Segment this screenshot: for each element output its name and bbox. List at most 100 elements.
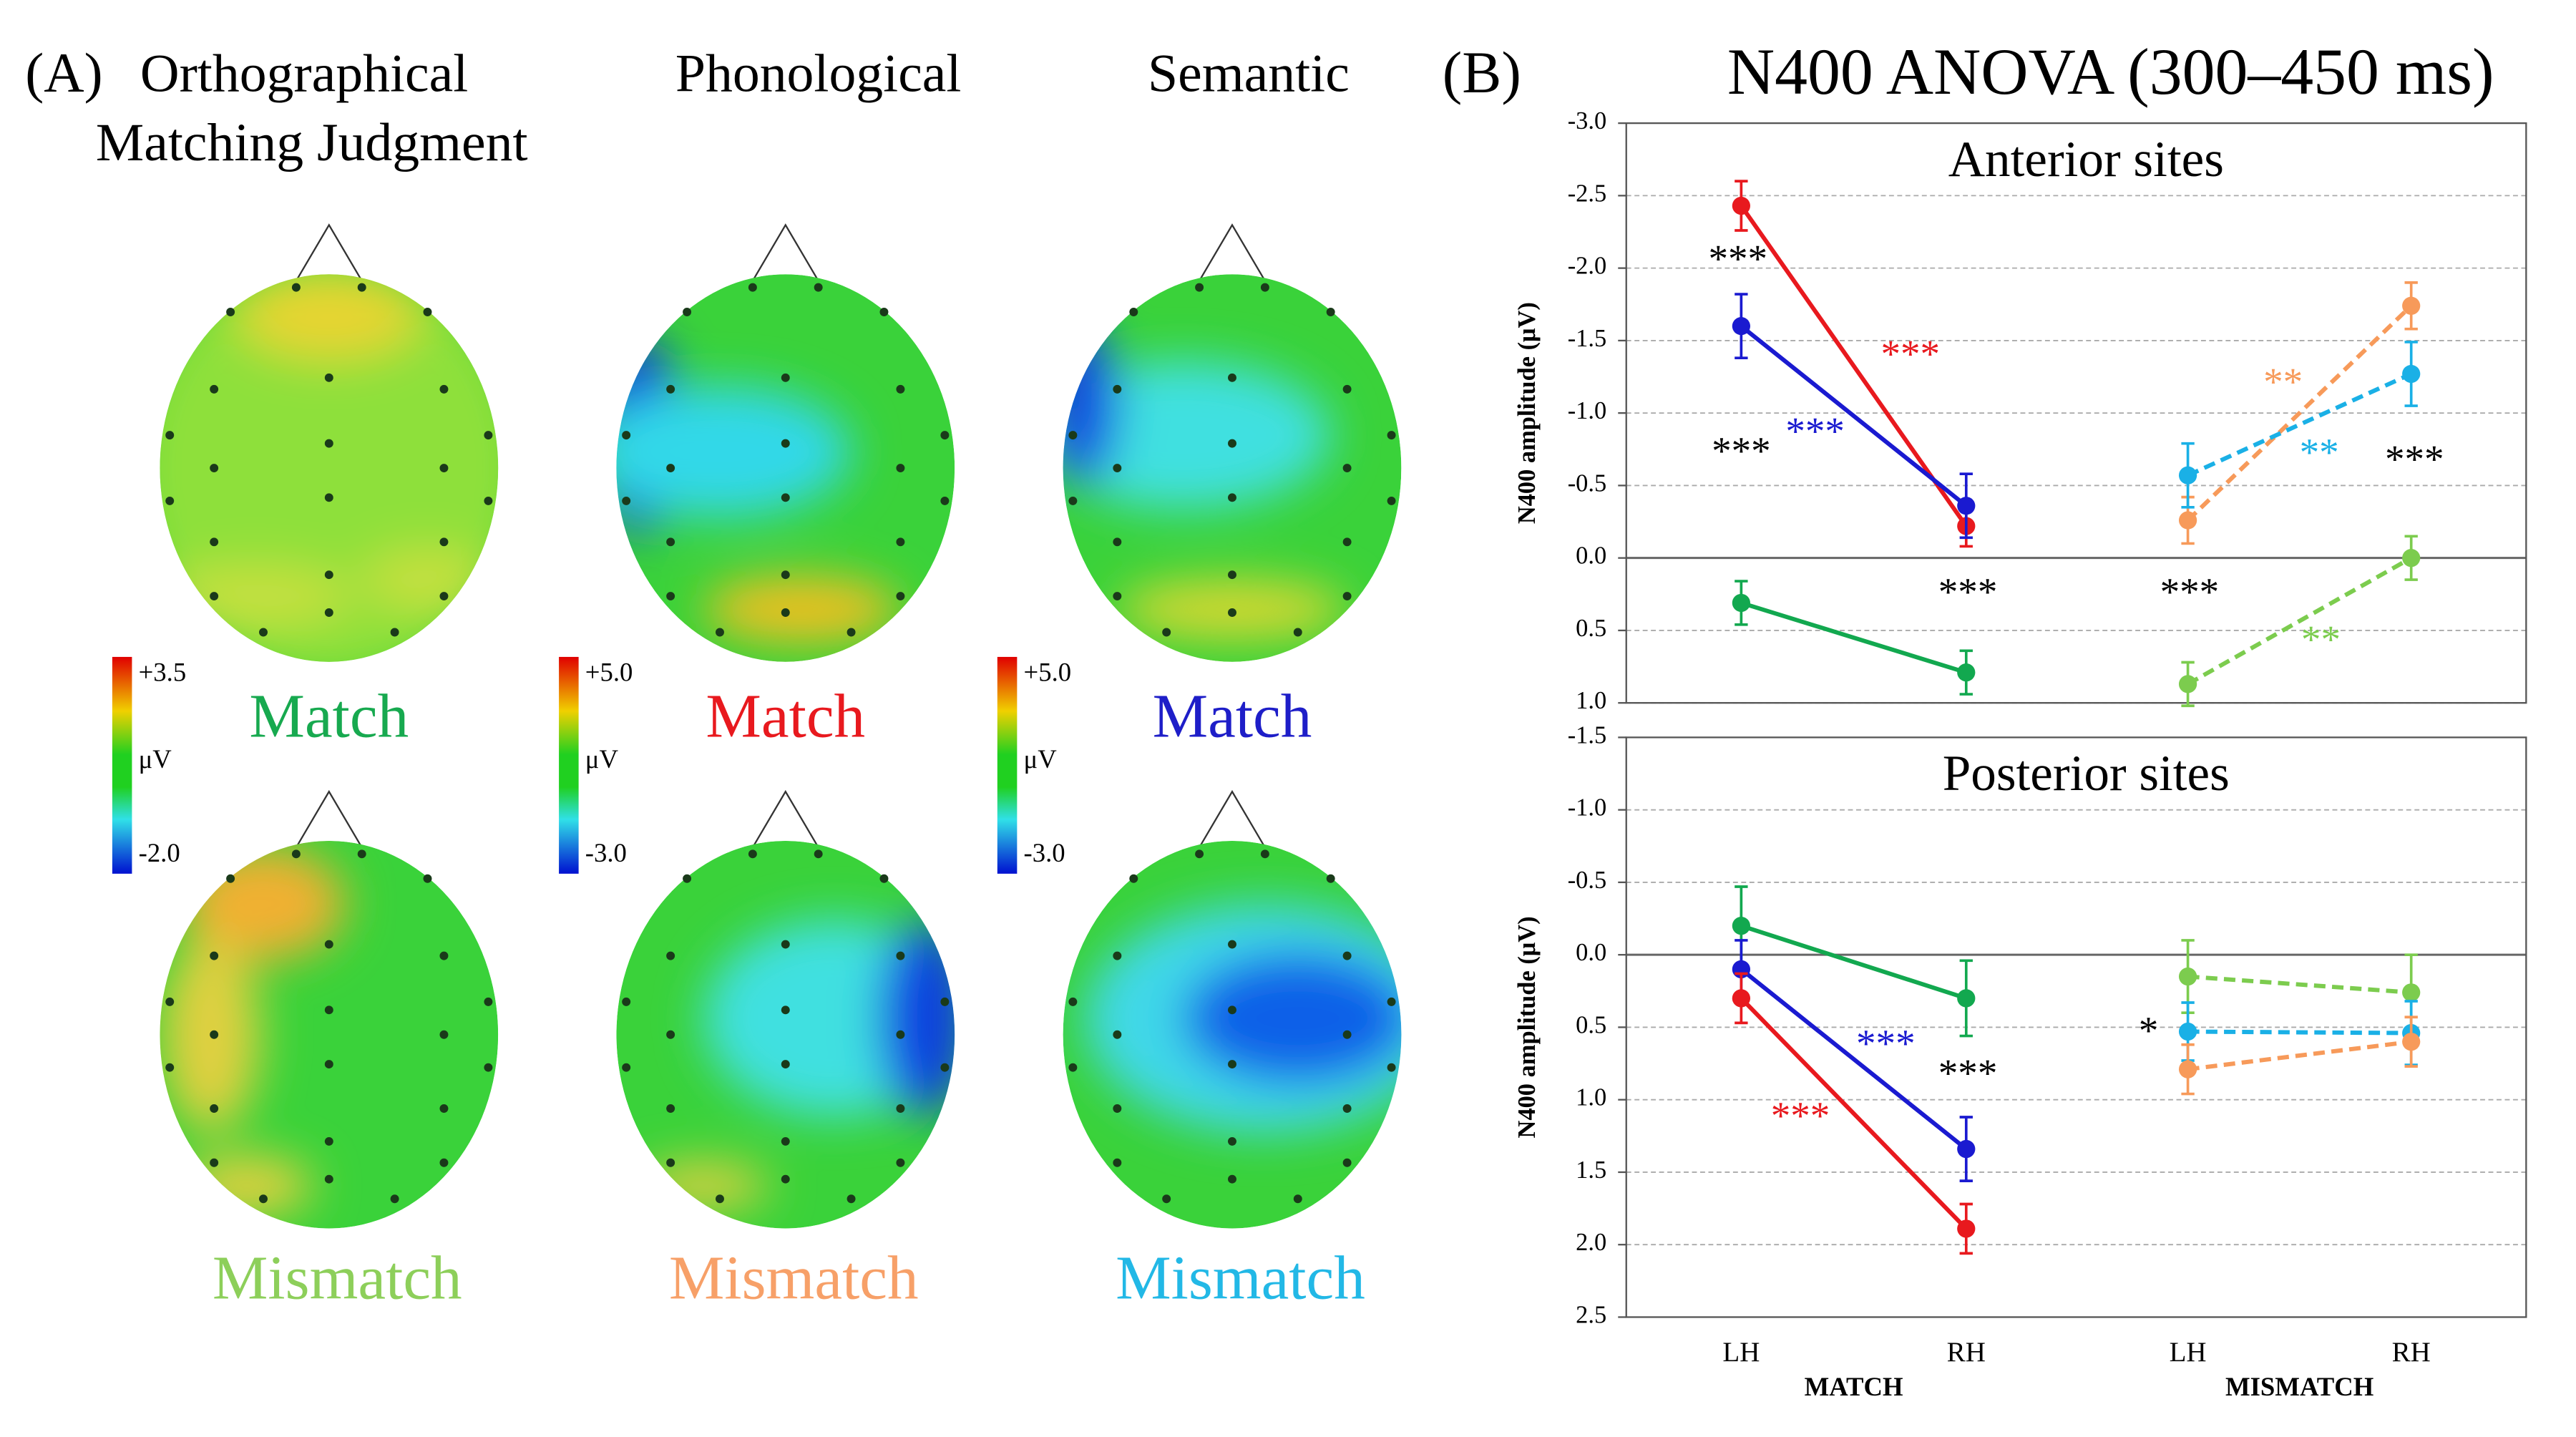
electrode (1342, 1104, 1352, 1113)
significance-mark: *** (1771, 1094, 1830, 1138)
electrode (666, 1158, 675, 1167)
y-tick-label: -1.5 (1568, 721, 1606, 749)
electrode (1195, 283, 1204, 292)
colorbar-label: μV (585, 744, 619, 774)
y-axis-label: N400 amplitude (μV) (1513, 916, 1541, 1138)
electrode (1293, 628, 1302, 637)
electrode (896, 951, 905, 960)
electrode (165, 496, 175, 505)
electrode (666, 592, 675, 600)
electrode (781, 1005, 790, 1015)
topomap (1063, 274, 1402, 662)
electrode (1162, 1194, 1171, 1204)
electrode (1228, 608, 1236, 617)
electrode (622, 431, 631, 440)
data-point (2178, 967, 2197, 986)
y-axis-label: N400 amplitude (μV) (1513, 302, 1541, 524)
electrode (1342, 951, 1352, 960)
data-point (2178, 1022, 2197, 1041)
colorbar (997, 656, 1018, 874)
electrode (324, 373, 333, 382)
electrode (1129, 874, 1138, 883)
electrode (940, 496, 950, 505)
electrode (390, 1194, 399, 1204)
match-label: Match (706, 681, 865, 751)
nose (751, 223, 819, 282)
electrode (1068, 496, 1078, 505)
series-line (1740, 968, 1968, 1151)
electrode (210, 592, 219, 600)
significance-mark: *** (1708, 237, 1767, 281)
y-tick-label: 2.0 (1576, 1229, 1606, 1256)
series-line (1740, 600, 1967, 675)
electrode (1195, 849, 1204, 859)
data-point (1957, 497, 1976, 515)
electrode (259, 1194, 268, 1204)
y-tick-label: -2.5 (1568, 180, 1606, 207)
significance-mark: *** (2160, 570, 2220, 614)
electrode (210, 1030, 219, 1039)
electrode (1228, 1136, 1236, 1146)
electrode (1387, 997, 1396, 1006)
electrode (210, 1104, 219, 1113)
y-tick-label: 1.0 (1576, 1084, 1606, 1111)
colorbar-label: -3.0 (585, 838, 627, 867)
topomap-blob (1183, 953, 1402, 1084)
y-tick-label: -1.0 (1568, 794, 1606, 822)
data-point (1957, 989, 1976, 1008)
data-point (2402, 983, 2421, 1002)
topomap-blob (361, 550, 494, 610)
electrode (324, 1174, 333, 1184)
data-point (1732, 593, 1751, 613)
series-line (1740, 996, 1968, 1231)
nose (295, 223, 363, 282)
y-tick-label: 0.5 (1576, 615, 1606, 642)
mismatch-label: Mismatch (213, 1243, 462, 1312)
electrode (666, 537, 675, 547)
electrode (439, 464, 449, 473)
significance-mark: * (2139, 1008, 2159, 1052)
electrode (324, 439, 333, 448)
electrode (781, 1174, 790, 1184)
topomap (1063, 840, 1402, 1229)
electrode (666, 384, 675, 394)
y-tick-label: 1.5 (1576, 1156, 1606, 1184)
colorbar-label: +5.0 (585, 658, 633, 687)
electrode (1228, 1174, 1236, 1184)
electrode (324, 1136, 333, 1146)
electrode (226, 874, 235, 883)
plot-frame (1625, 122, 2527, 704)
electrode (1113, 464, 1122, 473)
match-label: Match (249, 681, 409, 751)
electrode (896, 384, 905, 394)
y-tick-label: 0.0 (1576, 542, 1606, 570)
electrode (210, 464, 219, 473)
electrode (666, 1030, 675, 1039)
colorbar-label: +3.5 (139, 658, 187, 687)
data-point (1957, 1219, 1976, 1238)
topomap-blob (160, 566, 354, 626)
significance-mark: *** (1938, 1051, 1998, 1095)
column-heading: Phonological (675, 44, 962, 104)
electrode (165, 997, 175, 1006)
colorbar-label: -3.0 (1024, 838, 1065, 867)
y-tick-label: -0.5 (1568, 867, 1606, 894)
mismatch-label: Mismatch (669, 1243, 919, 1312)
x-tick-label: RH (2392, 1337, 2431, 1368)
y-tick-label: 2.5 (1576, 1301, 1606, 1328)
data-point (2402, 296, 2421, 315)
topomap-blob (638, 1162, 769, 1209)
electrode (439, 592, 449, 600)
topomap (160, 274, 499, 662)
electrode (484, 431, 493, 440)
series-line (1740, 923, 1967, 1000)
electrode (1342, 592, 1352, 600)
electrode (879, 308, 889, 316)
electrode (748, 849, 757, 859)
electrode (1387, 1063, 1396, 1072)
electrode (210, 537, 219, 547)
electrode (1113, 1030, 1122, 1039)
x-tick-label: LH (1722, 1337, 1760, 1368)
topomap-blob (1063, 320, 1118, 484)
electrode (210, 1158, 219, 1167)
